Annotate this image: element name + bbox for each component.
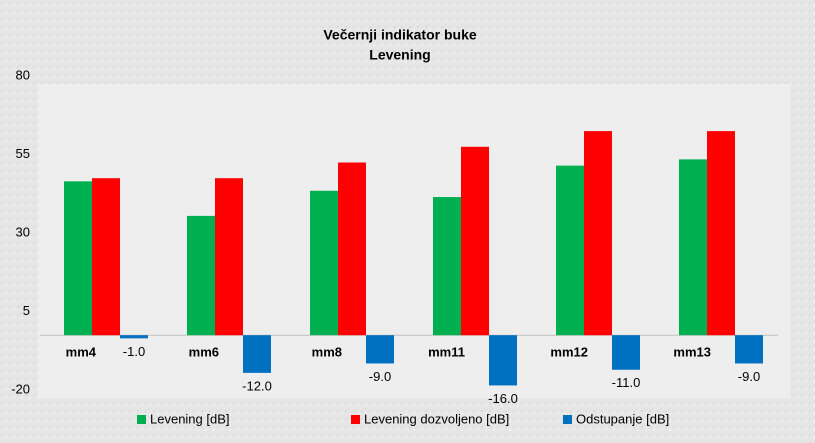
legend-swatch [563,415,572,424]
bar [187,215,215,336]
y-tick-label: -20 [11,381,30,396]
bar [120,335,148,339]
plot-area [38,84,790,398]
x-tick-label: mm12 [550,345,588,360]
bar [489,335,517,386]
data-label: -1.0 [123,344,145,359]
data-label: -16.0 [488,391,518,406]
bar [64,181,92,336]
y-tick-label: 55 [16,146,30,161]
legend-swatch [351,415,360,424]
data-label: -11.0 [612,375,641,390]
data-label: -9.0 [369,369,391,384]
data-label: -12.0 [242,378,272,393]
bar [707,131,735,336]
y-tick-label: 30 [16,224,30,239]
bar [338,162,366,336]
bar [679,159,707,336]
legend-swatch [137,415,146,424]
chart-title: Večernji indikator buke [323,27,476,43]
chart-subtitle: Levening [369,47,430,63]
x-tick-label: mm4 [66,345,97,360]
y-tick-label: 5 [23,303,30,318]
x-tick-label: mm13 [673,345,711,360]
y-tick-label: 80 [16,67,30,82]
bar [310,190,338,336]
bar [584,131,612,336]
bar [461,146,489,336]
x-tick-label: mm6 [189,345,219,360]
bar [366,335,394,364]
bar [92,178,120,336]
bar [735,335,763,364]
legend-label: Levening [dB] [150,411,230,426]
data-label: -9.0 [738,369,760,384]
legend-label: Odstupanje [dB] [576,411,669,426]
legend-label: Levening dozvoljeno [dB] [364,411,509,426]
x-tick-label: mm11 [428,345,465,360]
bar [612,335,640,370]
bar [556,165,584,336]
bar [243,335,271,373]
bar [433,197,461,336]
bar [215,178,243,336]
x-tick-label: mm8 [312,345,342,360]
